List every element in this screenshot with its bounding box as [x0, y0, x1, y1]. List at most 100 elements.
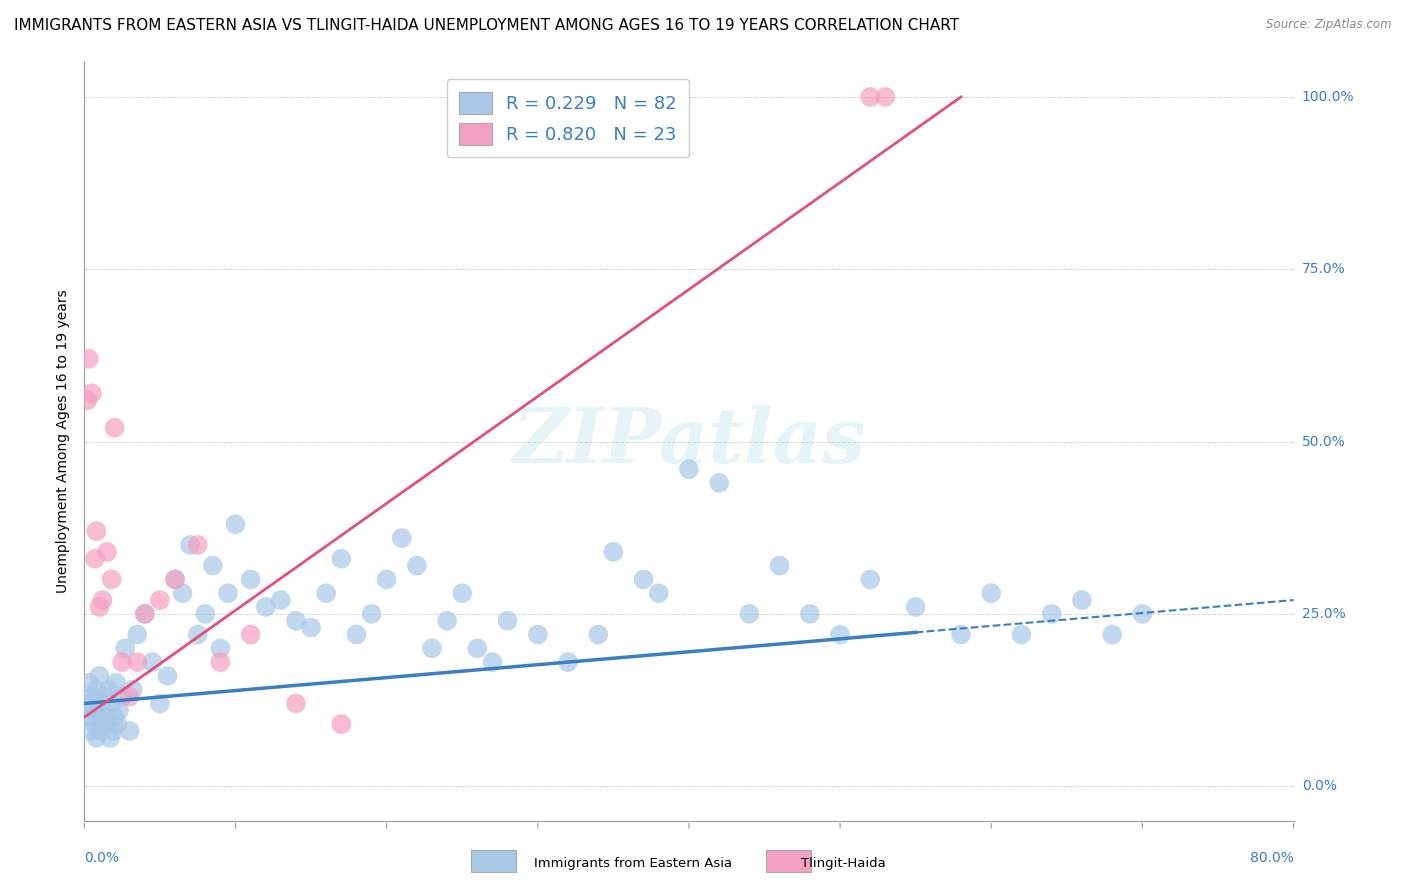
Point	[165, 573, 187, 587]
Point	[77, 675, 100, 690]
Point	[1011, 627, 1033, 641]
Text: 80.0%: 80.0%	[1250, 851, 1294, 865]
Point	[557, 655, 579, 669]
Point	[602, 545, 624, 559]
Point	[84, 717, 107, 731]
Text: 50.0%: 50.0%	[1302, 434, 1346, 449]
Point	[830, 627, 852, 641]
Point	[420, 641, 443, 656]
Point	[678, 462, 700, 476]
Point	[156, 669, 179, 683]
Point	[105, 675, 128, 690]
Point	[285, 614, 308, 628]
Point	[127, 627, 149, 641]
Point	[111, 655, 134, 669]
Point	[194, 607, 217, 621]
Point	[859, 90, 882, 104]
Point	[709, 475, 731, 490]
Point	[87, 710, 110, 724]
Point	[285, 697, 308, 711]
Point	[239, 627, 262, 641]
Point	[315, 586, 337, 600]
Point	[406, 558, 429, 573]
Point	[100, 697, 122, 711]
Point	[225, 517, 247, 532]
Point	[93, 690, 115, 704]
Point	[467, 641, 489, 656]
Point	[86, 731, 108, 745]
Point	[91, 703, 114, 717]
Point	[1040, 607, 1063, 621]
Point	[96, 717, 118, 731]
Point	[149, 593, 172, 607]
Point	[149, 697, 172, 711]
Point	[97, 682, 120, 697]
Point	[375, 573, 398, 587]
Point	[799, 607, 821, 621]
Point	[769, 558, 792, 573]
Point	[89, 697, 111, 711]
Point	[80, 724, 103, 739]
Point	[94, 710, 117, 724]
Point	[436, 614, 458, 628]
Legend: R = 0.229   N = 82, R = 0.820   N = 23: R = 0.229 N = 82, R = 0.820 N = 23	[447, 79, 689, 157]
Point	[201, 558, 224, 573]
Point	[875, 90, 897, 104]
Point	[121, 682, 143, 697]
Point	[118, 724, 141, 739]
Point	[76, 697, 98, 711]
Point	[270, 593, 292, 607]
Point	[360, 607, 382, 621]
Point	[80, 690, 103, 704]
Text: 100.0%: 100.0%	[1302, 90, 1354, 103]
Point	[84, 551, 107, 566]
Point	[165, 573, 187, 587]
Point	[80, 386, 103, 401]
Point	[111, 690, 134, 704]
Point	[904, 599, 927, 614]
Point	[98, 731, 121, 745]
Point	[239, 573, 262, 587]
Point	[96, 545, 118, 559]
Point	[950, 627, 973, 641]
Point	[179, 538, 201, 552]
Text: ZIPatlas: ZIPatlas	[512, 405, 866, 478]
Point	[633, 573, 655, 587]
Point	[77, 351, 100, 366]
Point	[481, 655, 503, 669]
Point	[527, 627, 550, 641]
Point	[90, 724, 112, 739]
Point	[391, 531, 413, 545]
Point	[104, 710, 127, 724]
Point	[588, 627, 610, 641]
Point	[89, 669, 111, 683]
Point	[118, 690, 141, 704]
Point	[104, 421, 127, 435]
Point	[100, 573, 122, 587]
Point	[859, 573, 882, 587]
Point	[86, 682, 108, 697]
Point	[1071, 593, 1094, 607]
Point	[451, 586, 474, 600]
Point	[86, 524, 108, 538]
Text: Source: ZipAtlas.com: Source: ZipAtlas.com	[1267, 18, 1392, 31]
Point	[82, 703, 104, 717]
Point	[648, 586, 671, 600]
Point	[127, 655, 149, 669]
Point	[254, 599, 277, 614]
Point	[101, 724, 124, 739]
Point	[330, 717, 353, 731]
Point	[738, 607, 761, 621]
Point	[187, 627, 209, 641]
Text: Tlingit-Haida: Tlingit-Haida	[801, 856, 886, 870]
Point	[217, 586, 239, 600]
Y-axis label: Unemployment Among Ages 16 to 19 years: Unemployment Among Ages 16 to 19 years	[56, 290, 70, 593]
Point	[134, 607, 156, 621]
Point	[346, 627, 368, 641]
Point	[980, 586, 1002, 600]
Point	[299, 621, 322, 635]
Text: 0.0%: 0.0%	[84, 851, 120, 865]
Point	[134, 607, 156, 621]
Text: 25.0%: 25.0%	[1302, 607, 1346, 621]
Point	[91, 593, 114, 607]
